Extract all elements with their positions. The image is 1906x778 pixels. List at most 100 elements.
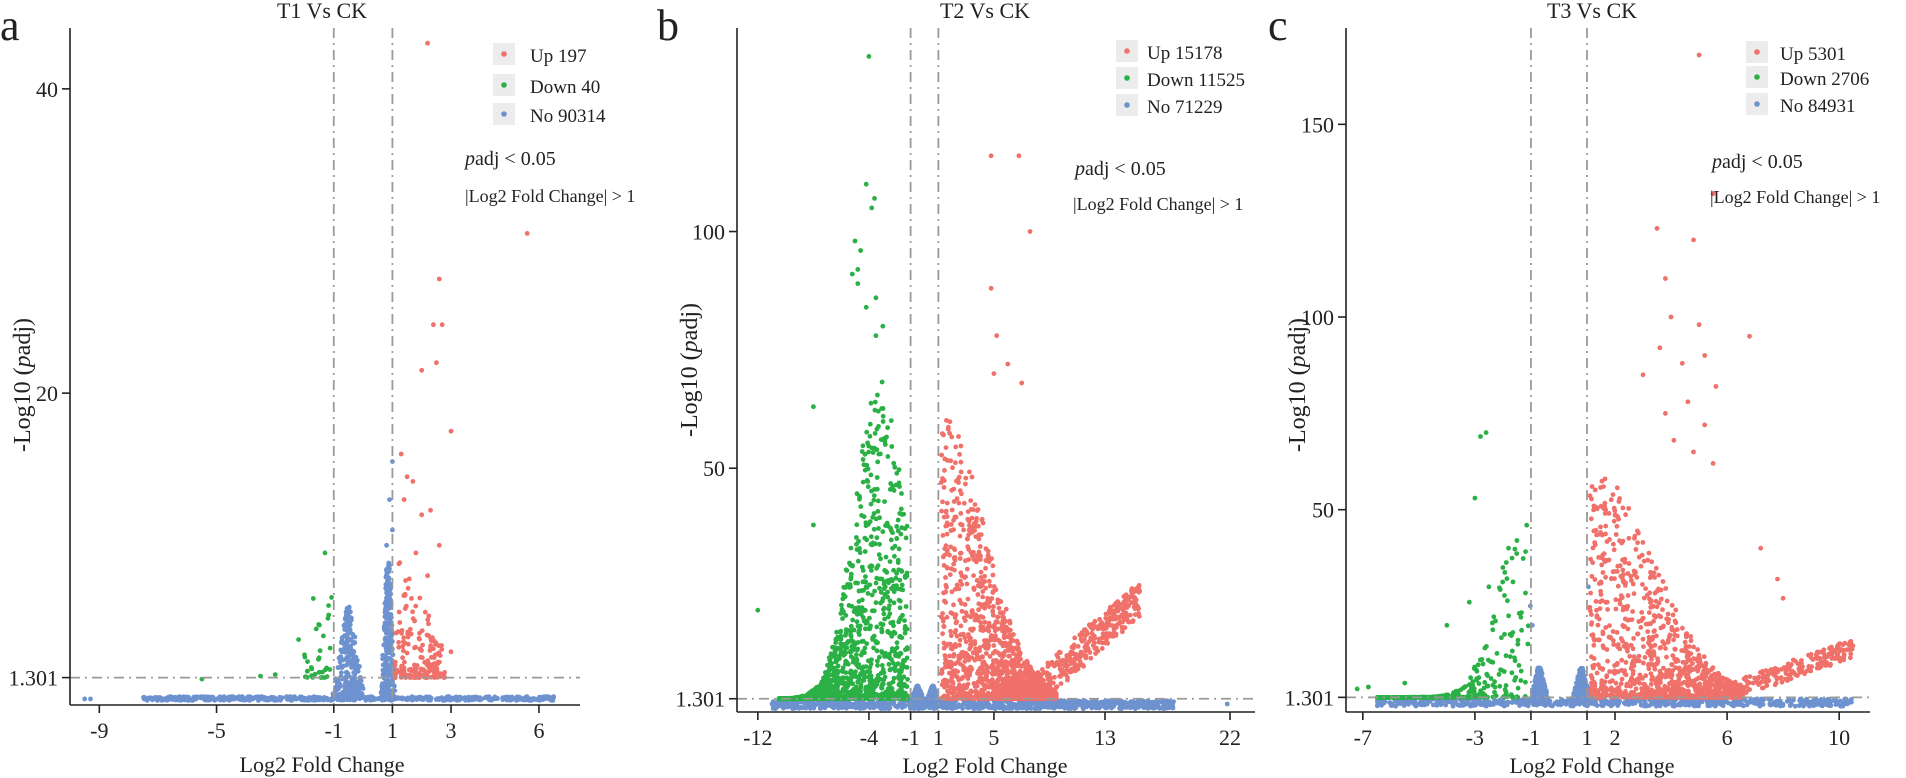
down-regulated-point [899, 491, 904, 496]
not-significant-point [141, 695, 146, 700]
not-significant-point [927, 690, 933, 696]
down-regulated-point [902, 618, 907, 623]
down-regulated-point [883, 554, 889, 560]
up-regulated-point [948, 522, 954, 527]
down-regulated-point [874, 565, 879, 571]
down-regulated-point [891, 488, 897, 493]
down-regulated-point [892, 630, 898, 636]
down-regulated-point [838, 611, 844, 616]
up-regulated-point [439, 322, 445, 328]
up-regulated-point [940, 533, 946, 538]
not-significant-point [960, 706, 965, 711]
up-regulated-point [958, 459, 964, 465]
down-regulated-point [884, 520, 890, 526]
down-regulated-point [867, 519, 873, 524]
down-regulated-point [313, 626, 319, 632]
not-significant-point [337, 659, 343, 665]
down-regulated-point [325, 615, 331, 621]
y-tick-label: 1.301 [9, 666, 59, 691]
not-significant-point [344, 612, 349, 618]
up-regulated-point [943, 575, 948, 580]
down-regulated-point [879, 406, 885, 411]
not-significant-point [409, 697, 415, 703]
down-regulated-point [322, 550, 328, 556]
not-significant-point [517, 695, 523, 701]
up-regulated-point [986, 604, 992, 610]
down-regulated-point [887, 667, 893, 673]
up-regulated-point [403, 603, 409, 609]
panel-a-xticks: -9 -5 -1 1 3 6 [90, 705, 544, 743]
not-significant-point [145, 696, 151, 702]
up-regulated-point [405, 641, 411, 647]
down-regulated-point [884, 434, 889, 440]
not-significant-point [918, 691, 924, 696]
down-regulated-point [889, 688, 894, 693]
down-regulated-point [880, 413, 886, 419]
not-significant-point [1100, 703, 1106, 708]
not-significant-point [344, 643, 350, 649]
panel-a-guides [70, 28, 580, 705]
up-regulated-point [420, 642, 425, 648]
not-significant-point [335, 665, 341, 670]
up-regulated-point [982, 603, 987, 609]
up-regulated-point [994, 659, 1000, 664]
not-significant-point [1069, 700, 1075, 706]
down-regulated-point [893, 663, 898, 668]
down-regulated-point [836, 653, 842, 659]
not-significant-point [343, 632, 349, 638]
down-regulated-point [851, 645, 857, 651]
down-regulated-point [855, 646, 861, 652]
up-regulated-point [431, 655, 437, 661]
not-significant-point [428, 695, 434, 701]
not-significant-point [853, 703, 859, 709]
up-regulated-point [961, 500, 967, 506]
not-significant-point [486, 696, 491, 702]
up-regulated-point [957, 556, 963, 561]
not-significant-point [335, 686, 341, 692]
not-significant-point [262, 697, 268, 703]
not-significant-point [836, 705, 841, 711]
not-significant-point [387, 562, 392, 568]
not-significant-point [378, 690, 384, 695]
not-significant-point [386, 620, 392, 626]
not-significant-point [1037, 705, 1043, 711]
up-regulated-point [958, 511, 964, 516]
down-regulated-point [867, 615, 872, 621]
up-regulated-point [949, 589, 955, 595]
down-regulated-point [321, 633, 326, 639]
down-regulated-point [860, 649, 866, 654]
down-regulated-point [861, 462, 867, 468]
down-regulated-point [848, 545, 854, 551]
down-regulated-point [882, 605, 887, 611]
down-regulated-point [875, 663, 880, 668]
down-regulated-point [889, 444, 895, 449]
not-significant-point [188, 697, 194, 703]
up-regulated-point [416, 635, 422, 641]
down-regulated-point [856, 632, 862, 637]
down-regulated-point [822, 687, 828, 693]
not-significant-point [1051, 704, 1057, 710]
up-regulated-point [401, 497, 407, 502]
down-regulated-point [880, 419, 886, 424]
not-significant-point [299, 694, 305, 700]
down-regulated-point [305, 659, 310, 664]
not-significant-point [806, 702, 812, 707]
panel-a-title: T1 Vs CK [277, 0, 367, 23]
not-significant-point [368, 695, 374, 701]
down-regulated-point [854, 657, 860, 663]
not-significant-point [198, 695, 203, 701]
up-regulated-point [437, 653, 443, 658]
up-regulated-point [404, 474, 410, 480]
down-regulated-point [867, 421, 873, 427]
not-significant-point [1131, 704, 1137, 710]
down-regulated-point [834, 629, 839, 635]
down-regulated-point [854, 652, 859, 658]
up-regulated-point [968, 644, 974, 649]
down-regulated-point [891, 675, 897, 681]
down-regulated-point [888, 418, 894, 423]
not-significant-point [1076, 700, 1081, 706]
down-regulated-point [835, 663, 841, 669]
down-regulated-point [865, 591, 871, 596]
